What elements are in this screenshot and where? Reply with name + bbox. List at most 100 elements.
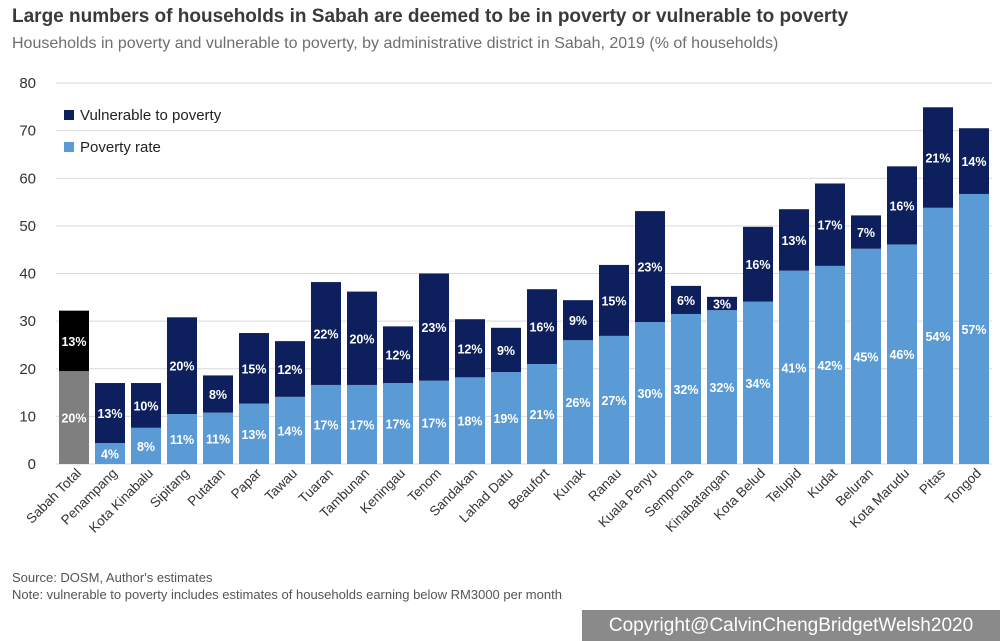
data-label-poverty: 45% bbox=[853, 350, 878, 364]
data-label-vulnerable: 12% bbox=[457, 342, 482, 356]
bar-poverty-rate bbox=[707, 310, 737, 464]
bar-poverty-rate bbox=[59, 371, 89, 464]
data-label-vulnerable: 7% bbox=[857, 226, 875, 240]
bar-poverty-rate bbox=[275, 396, 305, 464]
bar-poverty-rate bbox=[347, 384, 377, 464]
data-label-poverty: 11% bbox=[170, 433, 194, 447]
bar-poverty-rate bbox=[851, 248, 881, 464]
bar-poverty-rate bbox=[779, 270, 809, 464]
copyright-banner: Copyright@CalvinChengBridgetWelsh2020 bbox=[582, 610, 1000, 641]
x-tick-label: Putatan bbox=[185, 466, 229, 510]
data-label-vulnerable: 8% bbox=[209, 388, 227, 402]
bar-vulnerable bbox=[743, 226, 773, 302]
data-label-poverty: 26% bbox=[565, 396, 590, 410]
data-label-poverty: 17% bbox=[349, 418, 374, 432]
bar-vulnerable bbox=[455, 319, 485, 378]
x-tick-label: Kota Kinabalu bbox=[86, 466, 156, 536]
data-label-vulnerable: 23% bbox=[421, 321, 446, 335]
data-label-poverty: 42% bbox=[817, 359, 842, 373]
data-label-vulnerable: 12% bbox=[385, 349, 410, 363]
y-tick-label: 30 bbox=[19, 313, 36, 330]
bar-poverty-rate bbox=[563, 340, 593, 464]
y-tick-label: 50 bbox=[19, 218, 36, 235]
data-label-poverty: 20% bbox=[61, 412, 86, 426]
data-label-poverty: 17% bbox=[313, 418, 338, 432]
y-tick-label: 60 bbox=[19, 170, 36, 187]
data-label-vulnerable: 6% bbox=[677, 294, 695, 308]
bar-vulnerable bbox=[131, 383, 161, 428]
bar-poverty-rate bbox=[923, 207, 953, 464]
bar-vulnerable bbox=[635, 211, 665, 323]
data-label-poverty: 18% bbox=[457, 415, 482, 429]
bar-vulnerable bbox=[167, 317, 197, 414]
data-label-poverty: 11% bbox=[206, 432, 230, 446]
x-tick-label: Papar bbox=[228, 465, 264, 501]
bar-vulnerable bbox=[383, 326, 413, 384]
legend-label-vulnerable: Vulnerable to poverty bbox=[80, 107, 222, 124]
bar-vulnerable bbox=[779, 209, 809, 271]
legend: Vulnerable to poverty Poverty rate bbox=[64, 107, 222, 156]
data-label-poverty: 34% bbox=[745, 377, 770, 391]
data-label-poverty: 4% bbox=[101, 448, 119, 462]
bars bbox=[59, 107, 989, 464]
data-label-poverty: 21% bbox=[529, 408, 554, 422]
data-label-vulnerable: 23% bbox=[637, 261, 662, 275]
data-label-poverty: 30% bbox=[637, 387, 662, 401]
y-tick-label: 80 bbox=[19, 75, 36, 92]
y-tick-label: 40 bbox=[19, 266, 36, 283]
bar-poverty-rate bbox=[491, 372, 521, 464]
data-label-poverty: 32% bbox=[673, 383, 698, 397]
data-label-poverty: 17% bbox=[385, 418, 410, 432]
data-label-vulnerable: 9% bbox=[497, 344, 515, 358]
bar-vulnerable bbox=[815, 183, 845, 266]
y-tick-label: 10 bbox=[19, 408, 36, 425]
bar-vulnerable bbox=[311, 282, 341, 385]
bar-vulnerable bbox=[203, 375, 233, 413]
data-label-vulnerable: 21% bbox=[925, 152, 950, 166]
x-tick-label: Telupid bbox=[763, 466, 804, 507]
bar-vulnerable bbox=[707, 296, 737, 311]
bar-poverty-rate bbox=[383, 383, 413, 464]
bar-vulnerable bbox=[563, 300, 593, 341]
data-label-vulnerable: 16% bbox=[889, 199, 914, 213]
data-label-poverty: 27% bbox=[601, 394, 626, 408]
data-label-poverty: 46% bbox=[889, 348, 914, 362]
y-tick-label: 0 bbox=[28, 456, 36, 473]
data-label-poverty: 41% bbox=[781, 361, 806, 375]
data-label-poverty: 32% bbox=[709, 381, 734, 395]
x-tick-label: Beaufort bbox=[505, 465, 552, 512]
data-label-vulnerable: 12% bbox=[277, 363, 302, 377]
y-axis-tick-labels: 0 10 20 30 40 50 60 70 80 bbox=[19, 75, 36, 473]
data-label-vulnerable: 15% bbox=[601, 294, 626, 308]
data-label-poverty: 8% bbox=[137, 440, 155, 454]
bar-vulnerable bbox=[419, 273, 449, 381]
x-tick-label: Sipitang bbox=[147, 466, 192, 511]
data-labels: 20% 13% 4% 13% 8% 10% 11% 20% 11% 8% 13% 15% 14% 12% 1… bbox=[61, 152, 986, 462]
data-label-poverty: 19% bbox=[493, 412, 518, 426]
bar-poverty-rate bbox=[959, 193, 989, 464]
data-label-vulnerable: 9% bbox=[569, 314, 587, 328]
x-tick-label: Kunak bbox=[550, 465, 588, 503]
data-label-vulnerable: 20% bbox=[349, 332, 374, 346]
bar-poverty-rate bbox=[239, 403, 269, 464]
x-tick-label: Pitas bbox=[916, 465, 948, 497]
bar-poverty-rate bbox=[815, 265, 845, 464]
data-label-vulnerable: 20% bbox=[169, 360, 194, 374]
data-label-vulnerable: 13% bbox=[97, 407, 122, 421]
bar-poverty-rate bbox=[743, 301, 773, 464]
bar-vulnerable bbox=[671, 285, 701, 314]
bar-vulnerable bbox=[599, 264, 629, 336]
bar-vulnerable bbox=[239, 333, 269, 404]
data-label-poverty: 14% bbox=[277, 424, 302, 438]
data-label-vulnerable: 16% bbox=[745, 258, 770, 272]
data-label-poverty: 57% bbox=[961, 323, 986, 337]
bar-poverty-rate bbox=[455, 377, 485, 464]
bar-vulnerable bbox=[95, 383, 125, 444]
bar-vulnerable bbox=[491, 327, 521, 373]
bar-vulnerable bbox=[851, 215, 881, 249]
bar-vulnerable bbox=[923, 107, 953, 208]
data-label-poverty: 13% bbox=[241, 428, 266, 442]
bar-poverty-rate bbox=[203, 412, 233, 464]
y-tick-label: 20 bbox=[19, 361, 36, 378]
